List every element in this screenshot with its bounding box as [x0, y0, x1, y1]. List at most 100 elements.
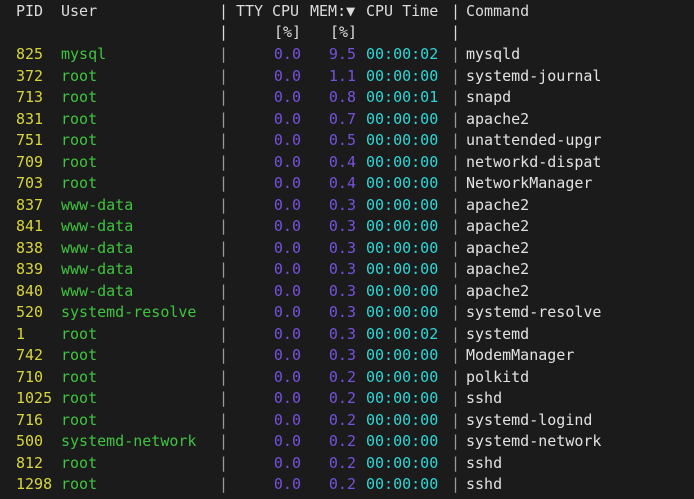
process-cpu: 0.0	[273, 389, 301, 407]
column-separator: |	[219, 389, 229, 407]
column-separator: |	[451, 2, 461, 20]
process-row[interactable]: 812 root | 0.0 0.2 00:00:00 | sshd	[0, 453, 694, 474]
process-pid: 709	[16, 152, 44, 171]
process-mem: 0.3	[328, 303, 356, 321]
process-user: www-data	[61, 281, 134, 300]
column-separator: |	[219, 367, 229, 386]
process-user: root	[61, 152, 98, 171]
process-mem: 0.3	[328, 260, 356, 278]
process-row[interactable]: 713 root | 0.0 0.8 00:00:01 | snapd	[0, 87, 694, 108]
column-separator: |	[219, 260, 229, 278]
process-pid: 825	[16, 45, 44, 63]
process-command: apache2	[466, 217, 530, 235]
process-row[interactable]: 840 www-data | 0.0 0.3 00:00:00 | apache2	[0, 281, 694, 302]
process-cpu: 0.0	[273, 281, 301, 300]
process-command: unattended-upgr	[466, 131, 602, 149]
process-row[interactable]: 839 www-data | 0.0 0.3 00:00:00 | apache2	[0, 259, 694, 280]
process-command: systemd-logind	[466, 410, 593, 429]
process-row[interactable]: 831 root | 0.0 0.7 00:00:00 | apache2	[0, 109, 694, 130]
column-separator: |	[219, 45, 229, 63]
process-row[interactable]: 825 mysql | 0.0 9.5 00:00:02 | mysqld	[0, 44, 694, 65]
process-row[interactable]: 841 www-data | 0.0 0.3 00:00:00 | apache2	[0, 216, 694, 237]
column-separator: |	[219, 23, 229, 41]
process-cpu-time: 00:00:00	[366, 260, 439, 278]
column-separator: |	[451, 152, 461, 171]
process-row[interactable]: 837 www-data | 0.0 0.3 00:00:00 | apache2	[0, 195, 694, 216]
process-mem: 1.1	[328, 66, 356, 85]
column-separator: |	[451, 217, 461, 235]
header-cpu[interactable]: CPU	[272, 2, 300, 20]
process-row[interactable]: 372 root | 0.0 1.1 00:00:00 | systemd-journal	[0, 66, 694, 87]
process-user: systemd-network	[61, 432, 197, 450]
process-cpu-time: 00:00:00	[366, 367, 439, 386]
process-command: apache2	[466, 195, 530, 214]
column-separator: |	[219, 195, 229, 214]
column-separator: |	[451, 238, 461, 257]
column-separator: |	[219, 131, 229, 149]
process-command: sshd	[466, 389, 503, 407]
process-user: root	[61, 389, 98, 407]
header-tty[interactable]: TTY	[236, 2, 264, 20]
column-separator: |	[451, 389, 461, 407]
header-pid[interactable]: PID	[16, 2, 44, 20]
process-cpu-time: 00:00:00	[366, 475, 439, 493]
process-command: ModemManager	[466, 346, 575, 364]
process-pid: 751	[16, 131, 44, 149]
process-command: apache2	[466, 281, 530, 300]
process-row[interactable]: 742 root | 0.0 0.3 00:00:00 | ModemManager	[0, 345, 694, 366]
process-cpu: 0.0	[273, 174, 301, 192]
column-separator: |	[219, 2, 229, 20]
process-user: root	[61, 475, 98, 493]
process-cpu-time: 00:00:00	[366, 217, 439, 235]
column-separator: |	[451, 432, 461, 450]
process-user: root	[61, 410, 98, 429]
process-mem: 0.2	[328, 475, 356, 493]
process-user: www-data	[61, 260, 134, 278]
process-cpu-time: 00:00:00	[366, 109, 439, 128]
process-cpu-time: 00:00:00	[366, 453, 439, 472]
process-cpu: 0.0	[273, 45, 301, 63]
process-user: root	[61, 453, 98, 472]
column-separator: |	[219, 432, 229, 450]
column-separator: |	[451, 367, 461, 386]
process-user: root	[61, 324, 98, 343]
process-row[interactable]: 710 root | 0.0 0.2 00:00:00 | polkitd	[0, 367, 694, 388]
column-separator: |	[451, 23, 461, 41]
process-row[interactable]: 709 root | 0.0 0.4 00:00:00 | networkd-dispat	[0, 152, 694, 173]
column-separator: |	[219, 410, 229, 429]
process-mem: 0.3	[328, 238, 356, 257]
process-mem: 0.3	[328, 346, 356, 364]
column-separator: |	[451, 410, 461, 429]
process-row[interactable]: 520 systemd-resolve | 0.0 0.3 00:00:00 | system…	[0, 302, 694, 323]
process-row[interactable]: 703 root | 0.0 0.4 00:00:00 | NetworkManager	[0, 173, 694, 194]
process-pid: 831	[16, 109, 44, 128]
process-command: apache2	[466, 238, 530, 257]
header-mem-sorted[interactable]: MEM:▼	[310, 2, 356, 20]
column-separator: |	[219, 238, 229, 257]
process-command: networkd-dispat	[466, 152, 602, 171]
process-pid: 742	[16, 346, 44, 364]
process-pid: 1025	[16, 389, 53, 407]
process-row[interactable]: 838 www-data | 0.0 0.3 00:00:00 | apache2	[0, 238, 694, 259]
process-row[interactable]: 1 root | 0.0 0.3 00:00:02 | systemd	[0, 324, 694, 345]
process-row[interactable]: 1298 root | 0.0 0.2 00:00:00 | sshd	[0, 474, 694, 495]
process-row[interactable]: 1025 root | 0.0 0.2 00:00:00 | sshd	[0, 388, 694, 409]
process-row[interactable]: 716 root | 0.0 0.2 00:00:00 | systemd-logind	[0, 410, 694, 431]
process-row[interactable]: 751 root | 0.0 0.5 00:00:00 | unattended-upgr	[0, 130, 694, 151]
process-row[interactable]: 500 systemd-network | 0.0 0.2 00:00:00 | system…	[0, 431, 694, 452]
process-mem: 0.2	[328, 453, 356, 472]
header-user[interactable]: User	[61, 2, 98, 20]
process-pid: 839	[16, 260, 44, 278]
process-user: root	[61, 367, 98, 386]
process-cpu: 0.0	[273, 453, 301, 472]
header-command[interactable]: Command	[466, 2, 530, 20]
process-command: apache2	[466, 109, 530, 128]
process-cpu: 0.0	[273, 217, 301, 235]
header-cpu-time[interactable]: CPU Time	[366, 2, 439, 20]
header-cpu-unit: [%]	[274, 23, 302, 41]
process-mem: 0.3	[328, 281, 356, 300]
column-separator: |	[219, 152, 229, 171]
process-command: sshd	[466, 453, 503, 472]
process-command: systemd-journal	[466, 66, 602, 85]
process-cpu-time: 00:00:00	[366, 195, 439, 214]
